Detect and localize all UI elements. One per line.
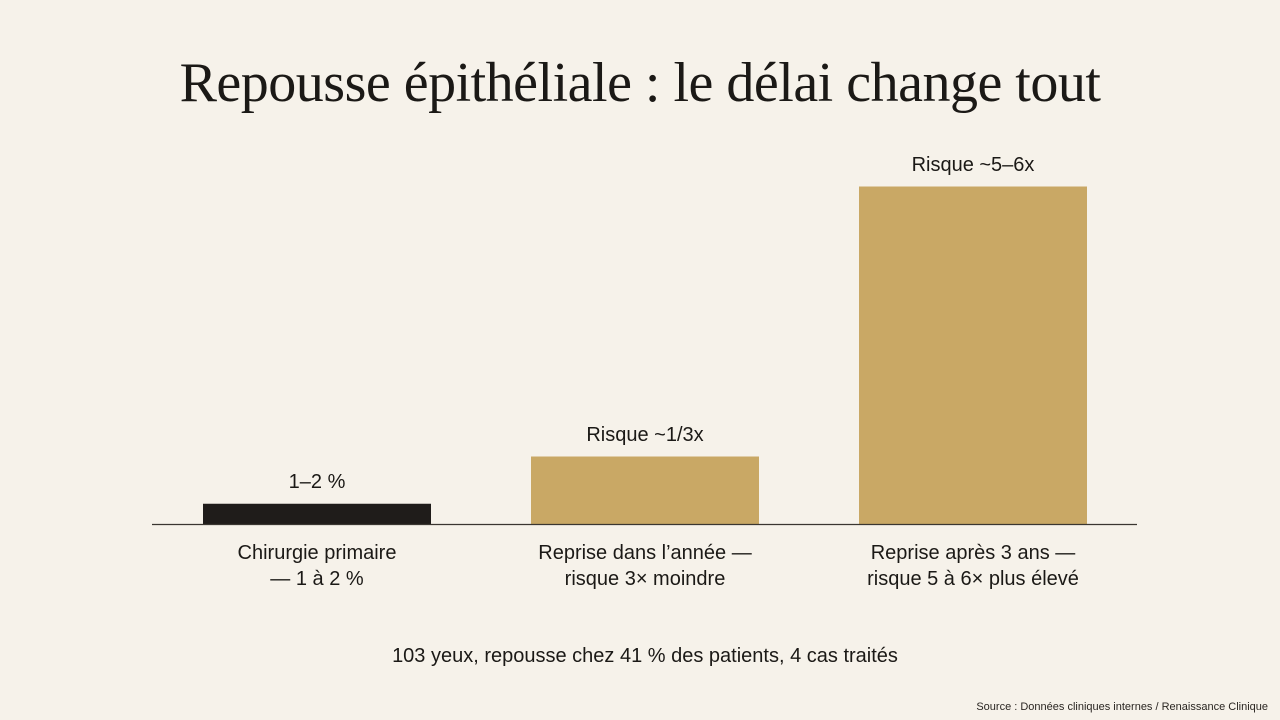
bar-1	[203, 503, 431, 524]
value-label-2: Risque ~1/3x	[586, 423, 704, 446]
value-label-3: Risque ~5–6x	[911, 153, 1035, 176]
source-note: Source : Données cliniques internes / Re…	[976, 701, 1268, 713]
category-label-2: Reprise dans l’année — risque 3× moindre	[538, 542, 752, 590]
category-label-3: Reprise après 3 ans — risque 5 à 6× plus…	[867, 542, 1079, 590]
chart-title: Repousse épithéliale : le délai change t…	[179, 52, 1101, 114]
footnote: 103 yeux, repousse chez 41 % des patient…	[392, 645, 898, 667]
bar-2	[531, 456, 759, 524]
bar-3	[859, 186, 1087, 524]
category-label-1: Chirurgie primaire — 1 à 2 %	[237, 542, 397, 590]
value-label-1: 1–2 %	[288, 470, 346, 493]
